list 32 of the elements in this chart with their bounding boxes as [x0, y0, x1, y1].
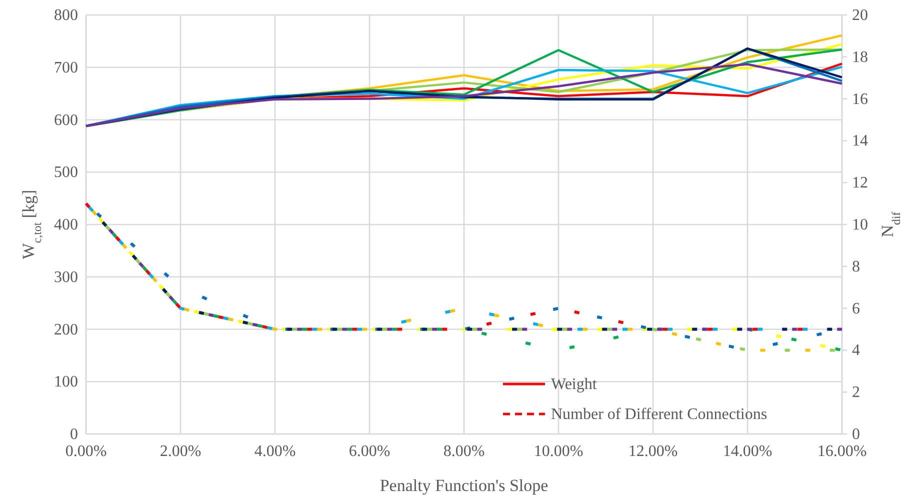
y2-tick-label: 6: [852, 300, 860, 318]
y-tick-label: 500: [54, 164, 78, 182]
y-tick-label: 700: [54, 59, 78, 76]
y2-tick-label: 20: [852, 7, 868, 24]
y2-tick-label: 10: [852, 216, 868, 234]
y-tick-label: 0: [70, 426, 78, 443]
x-tick-label: 12.00%: [628, 443, 678, 460]
y2-tick-label: 8: [852, 258, 860, 276]
y2-tick-label: 0: [852, 426, 860, 443]
y-tick-label: 100: [54, 374, 78, 391]
x-tick-label: 0.00%: [65, 443, 107, 460]
y2-tick-label: 14: [852, 132, 868, 150]
legend-label: Weight: [551, 376, 598, 393]
y2-tick-label: 2: [852, 384, 860, 402]
x-tick-label: 4.00%: [254, 443, 296, 460]
x-tick-label: 8.00%: [443, 443, 485, 460]
x-tick-label: 16.00%: [817, 443, 867, 460]
x-axis-title: Penalty Function's Slope: [380, 476, 548, 495]
y2-tick-label: 18: [852, 48, 868, 66]
y-tick-label: 300: [54, 268, 78, 286]
x-tick-label: 10.00%: [534, 443, 584, 460]
y2-tick-label: 16: [852, 90, 868, 108]
y2-tick-label: 4: [852, 342, 860, 360]
x-tick-label: 14.00%: [722, 443, 772, 460]
x-tick-label: 6.00%: [348, 443, 390, 460]
x-tick-label: 2.00%: [160, 443, 202, 460]
legend-label: Number of Different Connections: [551, 406, 768, 423]
y-tick-label: 800: [54, 7, 78, 24]
y-tick-label: 600: [54, 112, 78, 129]
y-tick-label: 200: [54, 321, 78, 338]
y-tick-label: 400: [54, 216, 78, 234]
y2-tick-label: 12: [852, 174, 868, 192]
